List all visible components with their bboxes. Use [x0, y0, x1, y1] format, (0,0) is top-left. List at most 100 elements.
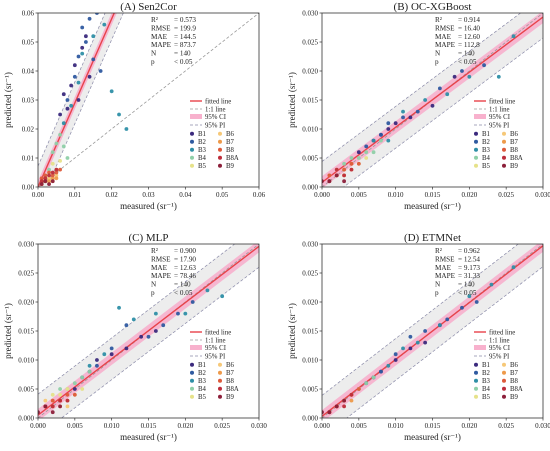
point-b1	[83, 34, 88, 39]
point-b2	[146, 334, 151, 339]
y-tick-label: 0.030	[302, 9, 318, 17]
x-tick-label: 0.010	[388, 422, 404, 430]
point-b3	[445, 92, 450, 97]
point-b4	[379, 138, 383, 143]
legend-swatch-b1	[474, 362, 478, 367]
point-b9	[38, 410, 40, 415]
stat-value: = 0.914	[458, 16, 480, 24]
y-tick-label: 0.030	[18, 240, 34, 248]
stat-value: = 0.962	[458, 247, 480, 255]
point-b5	[50, 392, 55, 397]
point-b2	[65, 98, 70, 102]
point-b2	[72, 74, 77, 79]
stat-value: = 0.900	[174, 247, 196, 255]
legend-swatch-b8	[502, 147, 506, 152]
point-b2	[460, 305, 464, 310]
point-b8	[58, 167, 62, 172]
point-b7	[50, 176, 55, 181]
stat-value: < 0.05	[458, 58, 477, 66]
point-b1	[139, 334, 144, 339]
stat-value: = 0.573	[174, 16, 196, 24]
legend-swatch-b5	[474, 163, 478, 168]
point-b9	[322, 410, 324, 415]
y-tick-label: 0.020	[18, 298, 34, 306]
pi-upper-line	[322, 13, 522, 162]
y-axis-label: predicted (sr⁻¹)	[287, 303, 297, 359]
x-tick-label: 0.01	[69, 191, 82, 199]
point-b2	[437, 86, 442, 91]
point-b8	[50, 173, 55, 178]
stat-name: MAPE	[151, 272, 172, 280]
y-tick-label: 0.005	[302, 385, 318, 393]
point-b8a	[43, 176, 48, 181]
legend-label-b4: B4	[198, 155, 207, 162]
point-b2	[87, 16, 92, 21]
pi-upper-line	[38, 13, 106, 167]
legend-swatch-b8	[218, 147, 222, 152]
legend-pi-label: 95% PI	[205, 353, 226, 360]
point-b3	[489, 282, 494, 287]
point-b4	[80, 375, 85, 380]
y-tick-label: 0.03	[22, 96, 35, 104]
legend-swatch-b1	[474, 131, 478, 136]
stat-name: p	[151, 58, 155, 66]
stat-name: MAPE	[435, 41, 456, 49]
point-b1	[408, 346, 413, 351]
point-b5	[58, 392, 62, 397]
stat-name: N	[435, 50, 441, 58]
point-b1	[109, 352, 114, 357]
fitted-line	[38, 245, 259, 416]
legend-swatch-b8a	[502, 386, 506, 391]
stat-value: = 112.8	[458, 41, 480, 49]
point-b8a	[342, 404, 346, 409]
stat-name: MAPE	[151, 41, 172, 49]
point-b3	[61, 121, 66, 126]
legend-label-b4: B4	[482, 386, 491, 393]
point-b2	[109, 346, 114, 351]
stat-value: < 0.05	[174, 58, 193, 66]
point-b6	[65, 404, 70, 409]
point-b1	[430, 103, 435, 108]
legend-swatch-b3	[190, 378, 194, 383]
point-b5	[50, 161, 55, 166]
point-b8a	[349, 392, 354, 397]
x-tick-label: 0.010	[104, 422, 120, 430]
point-b4	[364, 381, 369, 386]
legend-pi-label: 95% PI	[205, 122, 226, 129]
x-tick-label: 0.05	[216, 191, 229, 199]
point-b9	[43, 404, 48, 409]
legend-swatch-b8	[502, 378, 506, 383]
point-b3	[91, 34, 96, 39]
point-b2	[95, 13, 99, 15]
point-b5	[364, 156, 369, 160]
point-b3	[87, 363, 92, 368]
panel-2: 0.000 0.005 0.010 0.015 0.020 0.025 0.030 0.000…	[287, 1, 550, 211]
y-tick-label: 0.025	[302, 269, 318, 277]
y-axis-label: predicted (sr⁻¹)	[3, 72, 13, 128]
stat-name: N	[151, 50, 157, 58]
point-b8	[39, 176, 44, 181]
legend-swatch-b7	[218, 139, 222, 144]
legend-label-b3: B3	[198, 378, 207, 385]
legend-swatch-b2	[474, 370, 478, 375]
point-b9	[322, 179, 324, 184]
legend-swatch-b9	[218, 163, 222, 168]
x-tick-label: 0.025	[498, 422, 514, 430]
point-b9	[50, 410, 55, 415]
x-tick-label: 0.010	[388, 191, 404, 199]
legend-label-b7: B7	[226, 139, 235, 146]
x-tick-label: 0.015	[425, 422, 441, 430]
point-b1	[76, 98, 81, 102]
point-b4	[371, 150, 376, 155]
stat-value: = 140	[174, 281, 191, 289]
point-b9	[47, 182, 51, 187]
point-b4	[87, 369, 92, 374]
legend-label-b8: B8	[510, 378, 519, 385]
legend-swatch-b7	[502, 370, 506, 375]
pi-upper-line	[38, 244, 236, 395]
legend-ci-label: 95% CI	[489, 114, 511, 121]
point-b3	[386, 138, 391, 143]
point-b2	[95, 363, 99, 368]
stat-name: p	[435, 289, 439, 297]
point-b2	[401, 115, 405, 120]
